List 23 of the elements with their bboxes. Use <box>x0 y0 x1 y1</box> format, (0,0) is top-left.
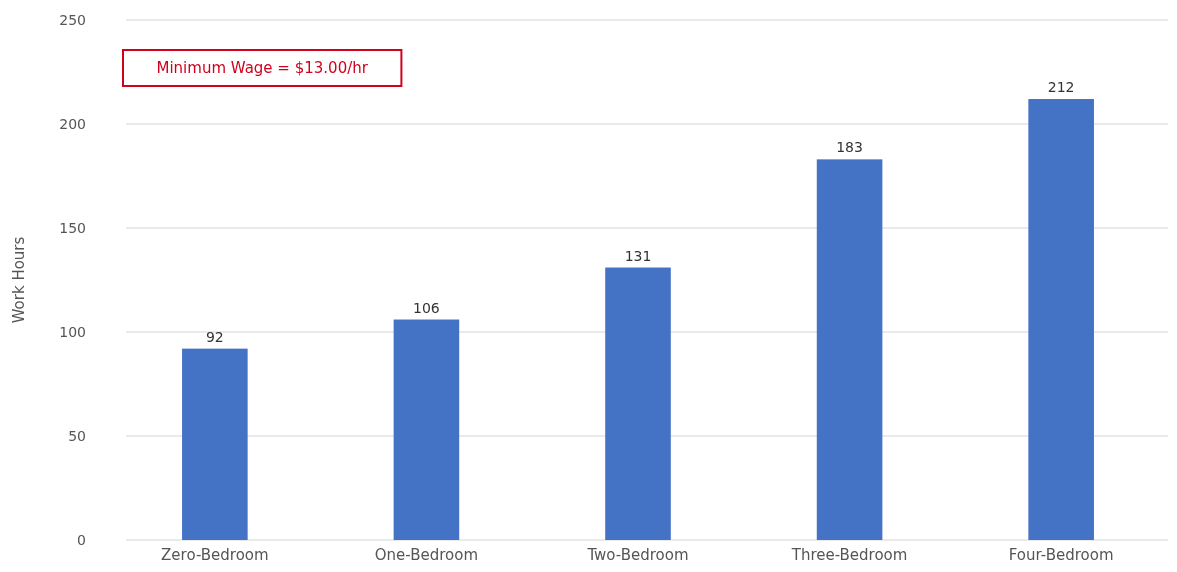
data-label: 183 <box>836 139 863 156</box>
bar <box>182 348 248 540</box>
y-tick-label: 250 <box>59 11 86 28</box>
data-label: 212 <box>1047 79 1075 96</box>
data-label: 92 <box>205 328 224 345</box>
bar <box>393 319 460 540</box>
data-label: 106 <box>413 299 440 316</box>
bar <box>1028 99 1094 540</box>
bar <box>816 159 883 540</box>
y-tick-label: 200 <box>59 115 86 132</box>
y-tick-label: 100 <box>59 323 86 340</box>
y-tick-label: 0 <box>77 531 86 548</box>
x-tick-label: One-Bedroom <box>374 546 479 564</box>
bar <box>605 267 671 540</box>
x-tick-label: Four-Bedroom <box>1008 546 1114 564</box>
y-axis-title: Work Hours <box>10 236 28 324</box>
x-tick-label: Three-Bedroom <box>790 546 908 564</box>
x-tick-label: Two-Bedroom <box>586 546 689 564</box>
data-label: 131 <box>624 247 652 264</box>
annotation: Minimum Wage = $13.00/hr <box>156 59 369 78</box>
y-tick-label: 150 <box>59 219 86 236</box>
y-tick-label: 50 <box>68 427 86 444</box>
x-tick-label: Zero-Bedroom <box>161 546 269 564</box>
